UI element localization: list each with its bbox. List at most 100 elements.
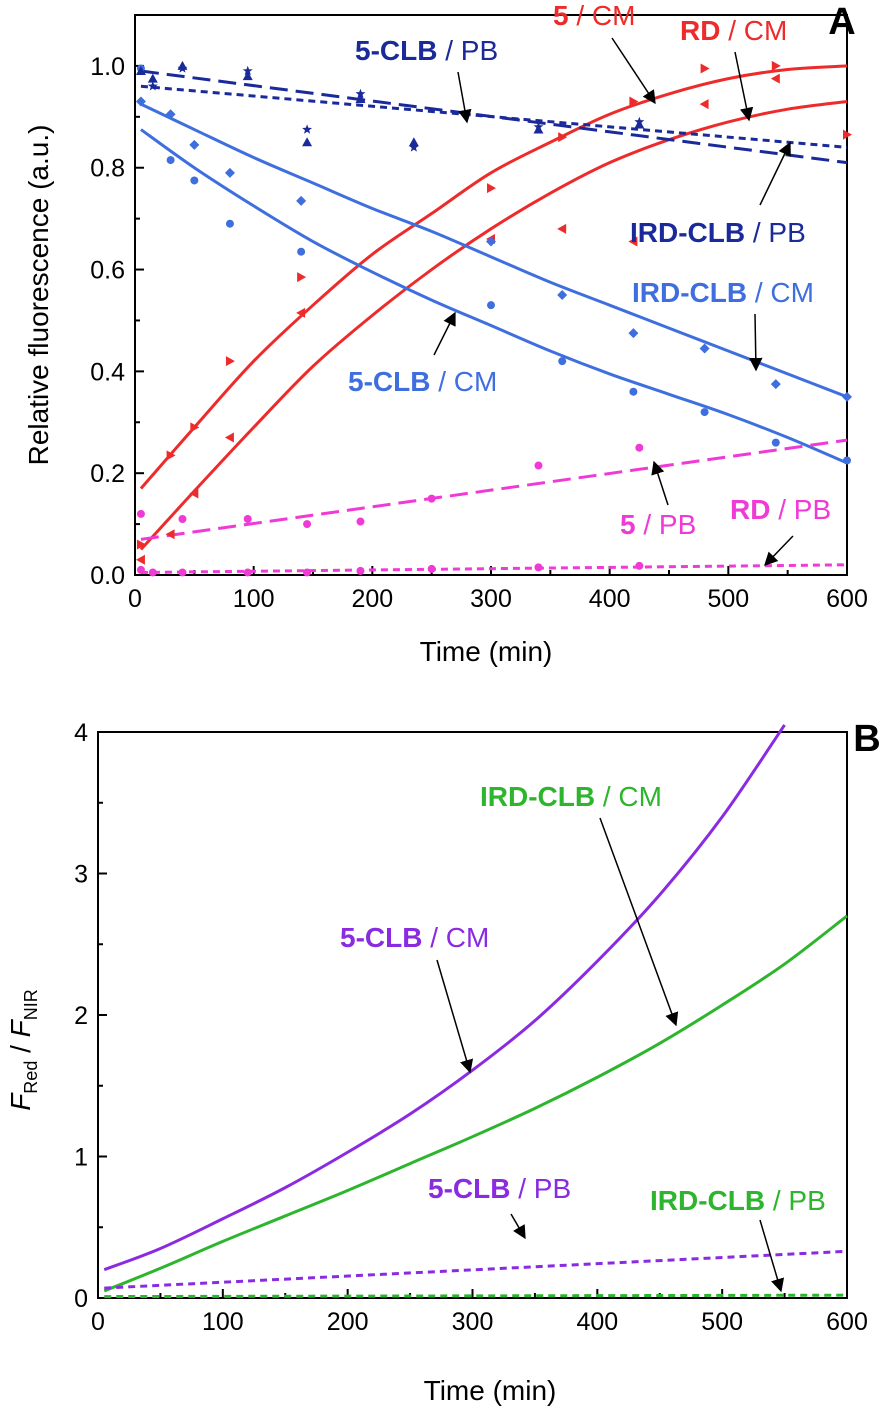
point-rd-cm — [699, 99, 709, 110]
point-5-clb-pb — [408, 137, 419, 147]
annotation-a-5: IRD-CLB / CM — [632, 277, 814, 308]
annotation-a-1: 5-CLB / PB — [355, 35, 498, 66]
point-rd-cm — [770, 73, 780, 84]
panel-a-arrows — [433, 37, 794, 566]
annotation-a-6-rest: / CM — [430, 366, 497, 397]
point-5-clb-cm — [225, 219, 234, 228]
panel-a-ytick-label: 0.8 — [90, 155, 125, 183]
panel-a-ytick-label: 0.4 — [90, 358, 125, 386]
point-ird-clb-cm — [557, 290, 568, 300]
point-5-clb-pb — [242, 71, 253, 81]
point-ird-clb-pb — [533, 121, 544, 132]
point-rd-pb — [356, 566, 365, 575]
point-rd-cm — [224, 432, 234, 443]
fit-line-5-cm — [139, 64, 848, 490]
annotation-b-2-rest: / CM — [422, 922, 489, 953]
panel-a-xlabel: Time (min) — [420, 636, 553, 667]
annotation-b-4: IRD-CLB / PB — [650, 1185, 826, 1216]
annotation-b-3-rest: / PB — [510, 1173, 571, 1204]
point-5-clb-cm — [843, 456, 851, 465]
panel-b-lines — [103, 724, 848, 1299]
point-rd-pb — [148, 568, 157, 577]
point-rd-pb — [243, 568, 252, 577]
arrow-5-clb-pb-b — [510, 1213, 526, 1240]
point-5-cm — [225, 356, 235, 367]
point-rd-pb — [534, 563, 543, 572]
annotation-a-5-bold: IRD-CLB — [632, 277, 747, 308]
annotation-a-3-rest: / CM — [720, 15, 787, 46]
annotation-a-6: 5-CLB / CM — [348, 366, 497, 397]
panel-a-xtick-label: 400 — [589, 585, 631, 613]
point-ird-clb-cm — [224, 167, 235, 178]
point-rd-cm — [165, 529, 175, 540]
point-rd-cm — [135, 554, 145, 565]
line-5-clb-pb — [104, 1249, 848, 1290]
ylabel-sub1: Red — [21, 1061, 41, 1094]
point-ird-clb-cm — [189, 139, 200, 150]
point-5-pb — [178, 515, 187, 523]
point-5-cm — [166, 450, 176, 461]
annotation-b-2: 5-CLB / CM — [340, 922, 489, 953]
point-ird-clb-pb — [147, 81, 158, 91]
point-5-cm — [700, 63, 710, 74]
annotation-b-3-bold: 5-CLB — [428, 1173, 510, 1204]
panel-a-ticks: 0 100 200 300 400 500 600 0.0 0.2 0.4 0.6 0.8 1.0 — [90, 53, 868, 613]
point-ird-clb-pb — [355, 88, 366, 99]
arrow-5-clb-pb — [457, 71, 472, 124]
panel-b-ytick-label: 3 — [74, 861, 88, 889]
point-5-clb-cm — [700, 408, 709, 417]
point-ird-clb-cm — [699, 343, 710, 354]
arrow-ird-clb-cm-b — [599, 817, 679, 1027]
annotation-a-7-bold: 5 — [620, 509, 636, 540]
point-5-cm — [487, 183, 496, 194]
point-5-pb — [243, 515, 252, 523]
line-ird-clb-cm — [103, 914, 848, 1293]
panel-b-ytick-label: 4 — [74, 719, 88, 747]
point-5-cm — [843, 129, 852, 140]
point-5-clb-pb — [355, 94, 366, 103]
annotation-a-4-bold: IRD-CLB — [630, 217, 745, 248]
annotation-a-4-rest: / PB — [745, 217, 806, 248]
panel-a-label: A — [828, 1, 855, 43]
point-rd-cm — [628, 236, 638, 247]
annotation-b-1-bold: IRD-CLB — [480, 781, 595, 812]
point-5-pb — [356, 517, 365, 526]
point-5-pb — [136, 509, 145, 518]
panel-b-xtick-label: 0 — [91, 1308, 105, 1336]
panel-b-ylabel: FRed / FNIR — [5, 989, 41, 1111]
point-rd-pb — [178, 568, 187, 577]
point-ird-clb-cm — [296, 195, 307, 206]
fit-line-rd-cm — [139, 100, 848, 551]
point-ird-clb-cm — [628, 328, 639, 339]
panel-b-label: B — [853, 718, 880, 760]
point-5-clb-pb — [302, 137, 313, 147]
point-5-cm — [771, 60, 781, 71]
point-ird-clb-cm — [770, 379, 781, 390]
point-5-clb-pb — [135, 66, 146, 75]
panel-b-ytick-label: 2 — [74, 1002, 88, 1030]
line-5-clb-cm — [103, 724, 786, 1272]
panel-b-ticks: 0 100 200 300 400 500 600 0 1 2 3 4 — [74, 719, 868, 1336]
arrow-5-cm — [611, 37, 656, 105]
point-5-pb — [303, 520, 312, 529]
panel-a-ytick-label: 0.6 — [90, 257, 125, 285]
annotation-b-2-bold: 5-CLB — [340, 922, 422, 953]
panel-a-xtick-label: 200 — [351, 585, 393, 613]
point-rd-pb — [427, 564, 436, 573]
panel-b-xtick-label: 300 — [452, 1308, 494, 1336]
fit-line-ird-clb-pb — [140, 84, 848, 149]
annotation-b-4-bold: IRD-CLB — [650, 1185, 765, 1216]
point-5-cm — [297, 272, 307, 283]
point-5-pb — [635, 443, 644, 452]
fit-line-5-pb — [140, 438, 848, 541]
annotation-a-1-bold: 5-CLB — [355, 35, 437, 66]
fit-line-ird-clb-cm — [140, 102, 848, 399]
panel-a-xtick-label: 600 — [826, 585, 868, 613]
panel-b-ytick-label: 1 — [74, 1144, 88, 1172]
line-ird-clb-pb — [104, 1293, 848, 1299]
arrow-rd-cm — [734, 51, 754, 122]
ylabel-sub2: NIR — [21, 989, 41, 1020]
